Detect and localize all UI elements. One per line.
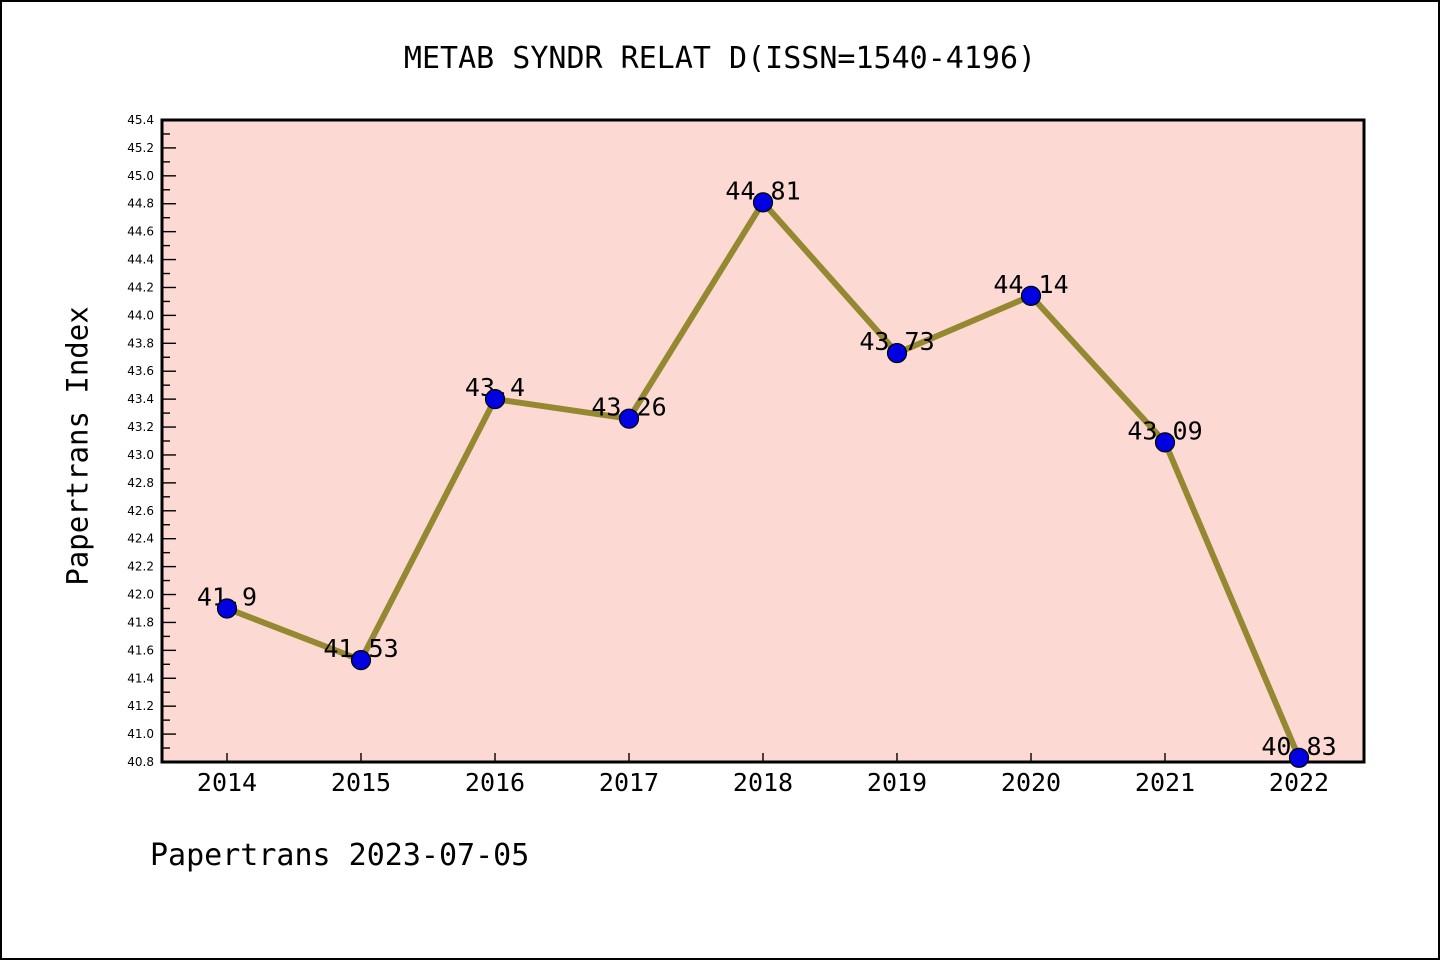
- y-tick-label: 43.4: [127, 392, 154, 406]
- y-tick-label: 42.6: [127, 504, 154, 518]
- y-tick-label: 41.2: [127, 699, 154, 713]
- chart-title: METAB SYNDR RELAT D(ISSN=1540-4196): [403, 41, 1037, 76]
- y-axis-ticks: 40.8 41.0 41.2 41.4 41.6 41.8 42.0 42.2 42.4 42.6…: [127, 113, 176, 769]
- plot-frame: [160, 118, 1366, 764]
- watermark-source-date: Papertrans 2023-07-05: [150, 838, 530, 873]
- data-point-marker: [618, 408, 640, 429]
- x-tick-label: 2015: [331, 768, 391, 797]
- data-point-marker: [1020, 285, 1042, 306]
- x-tick-label: 2017: [599, 768, 659, 797]
- y-tick-label: 45.4: [127, 113, 154, 127]
- x-tick-label: 2021: [1135, 768, 1195, 797]
- data-point-marker: [216, 598, 238, 619]
- y-tick-label: 45.2: [127, 141, 154, 155]
- y-tick-label: 42.8: [127, 476, 154, 490]
- y-tick-label: 44.0: [127, 308, 154, 322]
- x-tick-label: 2022: [1269, 768, 1329, 797]
- data-point-marker: [1154, 432, 1176, 453]
- y-tick-label: 43.6: [127, 364, 154, 378]
- data-point-marker: [350, 650, 372, 671]
- x-axis-ticks: 2014 2015 2016 2017 2018 2019 2020 2021 2022: [197, 753, 1329, 797]
- y-tick-label: 44.4: [127, 253, 154, 267]
- x-tick-label: 2019: [867, 768, 927, 797]
- data-point-marker: [886, 342, 908, 364]
- y-tick-label: 41.8: [127, 615, 154, 629]
- y-tick-label: 42.4: [127, 532, 154, 546]
- data-point-marker: [1288, 747, 1310, 768]
- data-point-marker: [484, 389, 506, 410]
- x-tick-label: 2014: [197, 768, 257, 797]
- x-tick-label: 2018: [733, 768, 793, 797]
- y-tick-label: 42.2: [127, 560, 154, 574]
- y-tick-label: 44.2: [127, 280, 154, 294]
- data-series: 41.941.5343.443.2644.8143.7344.1443.0940…: [197, 176, 1337, 768]
- y-tick-label: 44.8: [127, 197, 154, 211]
- y-tick-label: 41.6: [127, 643, 154, 657]
- y-tick-label: 44.6: [127, 225, 154, 239]
- y-tick-label: 41.0: [127, 727, 154, 741]
- x-tick-label: 2016: [465, 768, 525, 797]
- y-tick-label: 42.0: [127, 588, 154, 602]
- x-tick-label: 2020: [1001, 768, 1061, 797]
- y-tick-label: 41.4: [127, 671, 154, 685]
- y-tick-label: 45.0: [127, 169, 154, 183]
- y-tick-label: 43.0: [127, 448, 154, 462]
- y-tick-label: 40.8: [127, 755, 154, 769]
- y-tick-label: 43.8: [127, 336, 154, 350]
- data-point-marker: [752, 192, 774, 213]
- y-tick-label: 43.2: [127, 420, 154, 434]
- y-axis-label: Papertrans Index: [60, 306, 95, 586]
